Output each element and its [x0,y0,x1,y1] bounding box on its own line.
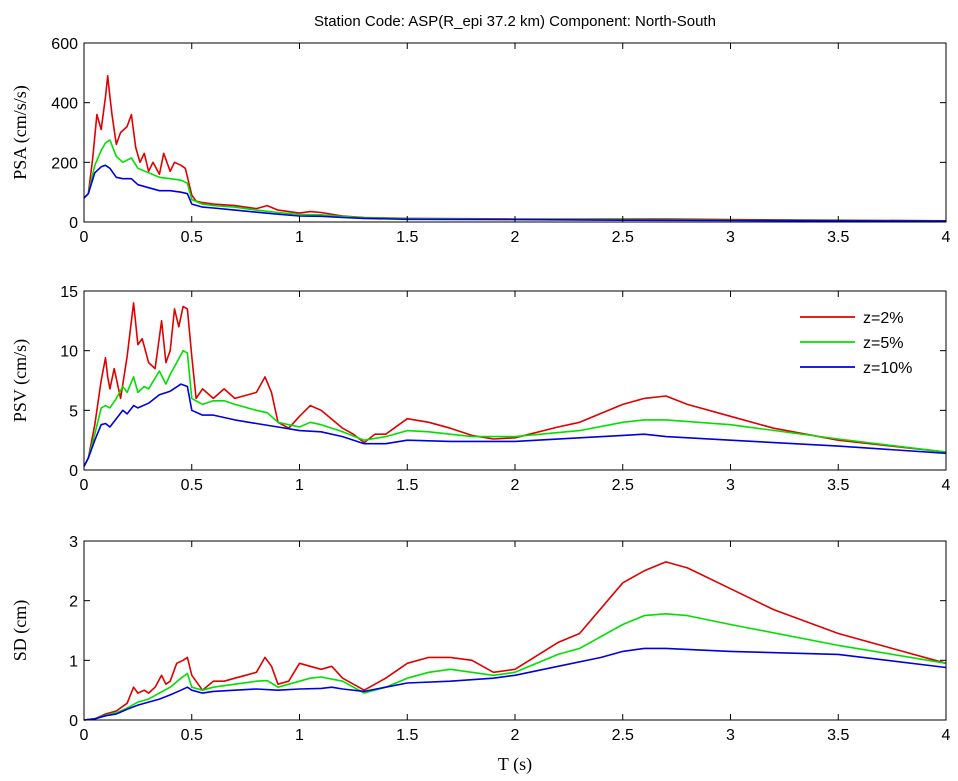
x-tick-label: 1.5 [396,229,418,246]
y-tick-label: 3 [69,534,78,551]
y-tick-label: 0 [69,215,78,232]
y-tick-label: 0 [69,713,78,730]
legend-label: z=10% [863,360,912,377]
y-axis-label: PSV (cm/s) [10,339,31,422]
y-axis-label: SD (cm) [10,600,31,662]
series-line-z-2 [83,561,947,721]
x-tick-label: 2 [511,477,520,494]
x-tick-label: 3 [726,229,735,246]
x-tick-label: 3 [726,477,735,494]
series-line-z-5 [83,612,947,721]
x-tick-label: 1 [295,727,304,744]
x-tick-label: 2.5 [612,229,634,246]
x-axis-label: T (s) [498,754,532,775]
x-tick-label: 0.5 [181,229,203,246]
series-line-z-5 [83,349,947,467]
legend: z=2% z=5% z=10% [800,310,912,377]
x-tick-label: 0.5 [181,477,203,494]
x-tick-label: 0.5 [181,727,203,744]
legend-label: z=2% [863,310,903,327]
panel-3: 0 0.5 1 1.5 2 2.5 3 3.5 4 0 1 2 3 SD (cm) [10,534,951,744]
y-axis-label: PSA (cm/s/s) [10,85,31,180]
x-tick-label: 3.5 [827,229,849,246]
y-tick-label: 1 [69,653,78,670]
series-line-z-10 [83,164,947,222]
legend-label: z=5% [863,335,903,352]
series-line-z-2 [83,75,947,222]
x-tick-label: 0 [80,727,89,744]
x-tick-label: 0 [80,229,89,246]
series-line-z-10 [83,647,947,721]
y-tick-label: 10 [60,344,78,361]
x-tick-label: 3.5 [827,727,849,744]
axes-frame [83,42,947,223]
series-line-z-2 [83,302,947,467]
x-tick-label: 3.5 [827,477,849,494]
axes-frame [83,540,947,721]
x-tick-label: 1 [295,229,304,246]
x-tick-label: 3 [726,727,735,744]
y-tick-label: 600 [51,36,78,53]
y-tick-label: 0 [69,463,78,480]
x-tick-label: 2.5 [612,727,634,744]
x-tick-label: 2 [511,727,520,744]
x-tick-label: 4 [942,229,951,246]
x-tick-label: 2 [511,229,520,246]
x-tick-label: 1.5 [396,727,418,744]
x-tick-label: 2.5 [612,477,634,494]
panel-1: 0 0.5 1 1.5 2 2.5 3 3.5 4 0 200 400 600 PSA (cm/s/s) [10,36,951,246]
chart-title: Station Code: ASP(R_epi 37.2 km) Compone… [314,13,716,30]
y-tick-label: 15 [60,284,78,301]
y-tick-label: 200 [51,155,78,172]
series-line-z-5 [83,139,947,222]
panel-2: 0 0.5 1 1.5 2 2.5 3 3.5 4 0 5 10 15 PSV (cm/s) [10,284,951,494]
x-tick-label: 4 [942,477,951,494]
x-tick-label: 1 [295,477,304,494]
y-tick-label: 400 [51,96,78,113]
x-tick-label: 0 [80,477,89,494]
y-tick-label: 2 [69,594,78,611]
series-line-z-10 [83,383,947,467]
x-tick-label: 4 [942,727,951,744]
x-tick-label: 1.5 [396,477,418,494]
y-tick-label: 5 [69,403,78,420]
